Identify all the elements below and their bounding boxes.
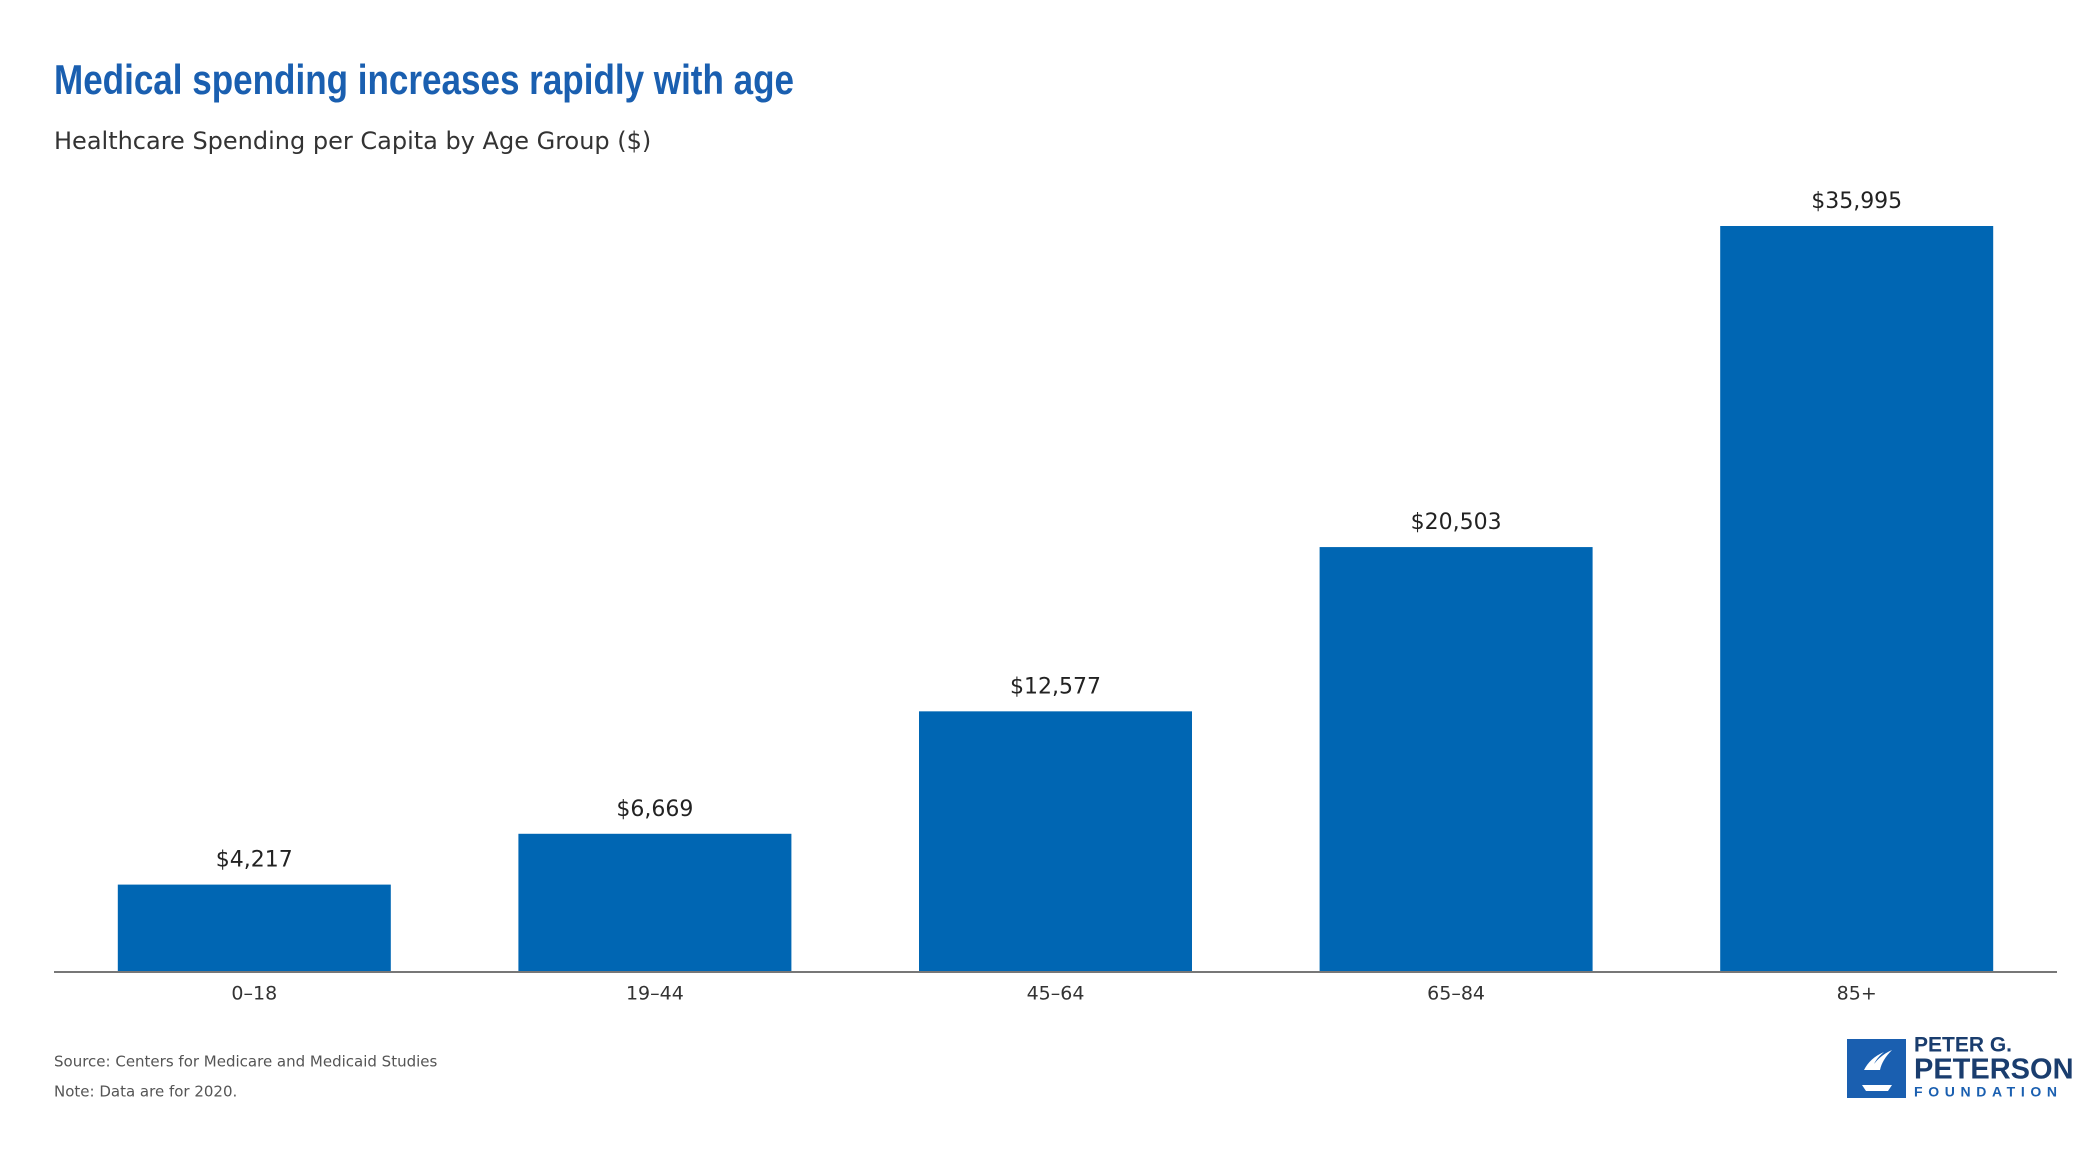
x-tick-label: 65–84 (1427, 983, 1485, 1005)
bar (919, 711, 1192, 972)
logo: PETER G. PETERSON FOUNDATION (1847, 1034, 2074, 1100)
x-tick-label: 0–18 (231, 983, 277, 1005)
x-tick-label: 45–64 (1027, 983, 1085, 1005)
note: Note: Data are for 2020. (54, 1083, 237, 1101)
bar (518, 833, 792, 972)
x-tick-label: 19–44 (626, 983, 684, 1005)
logo-torch (1862, 1050, 1892, 1091)
chart-title: Medical spending increases rapidly with … (54, 56, 794, 103)
logo-text: PETERSON (1914, 1054, 2074, 1086)
bar (1720, 226, 1994, 972)
logo-text: PETER G. (1914, 1034, 2012, 1057)
value-label: $35,995 (1811, 189, 1902, 214)
value-label: $20,503 (1411, 510, 1502, 535)
bar (1319, 547, 1593, 972)
value-label: $6,669 (616, 797, 693, 822)
source: Source: Centers for Medicare and Medicai… (54, 1053, 438, 1071)
x-tick-label: 85+ (1837, 983, 1877, 1005)
bar (117, 884, 391, 972)
chart-subtitle: Healthcare Spending per Capita by Age Gr… (54, 127, 651, 155)
value-label: $4,217 (216, 848, 293, 873)
value-label: $12,577 (1010, 674, 1101, 699)
logo-text: FOUNDATION (1914, 1084, 2057, 1100)
